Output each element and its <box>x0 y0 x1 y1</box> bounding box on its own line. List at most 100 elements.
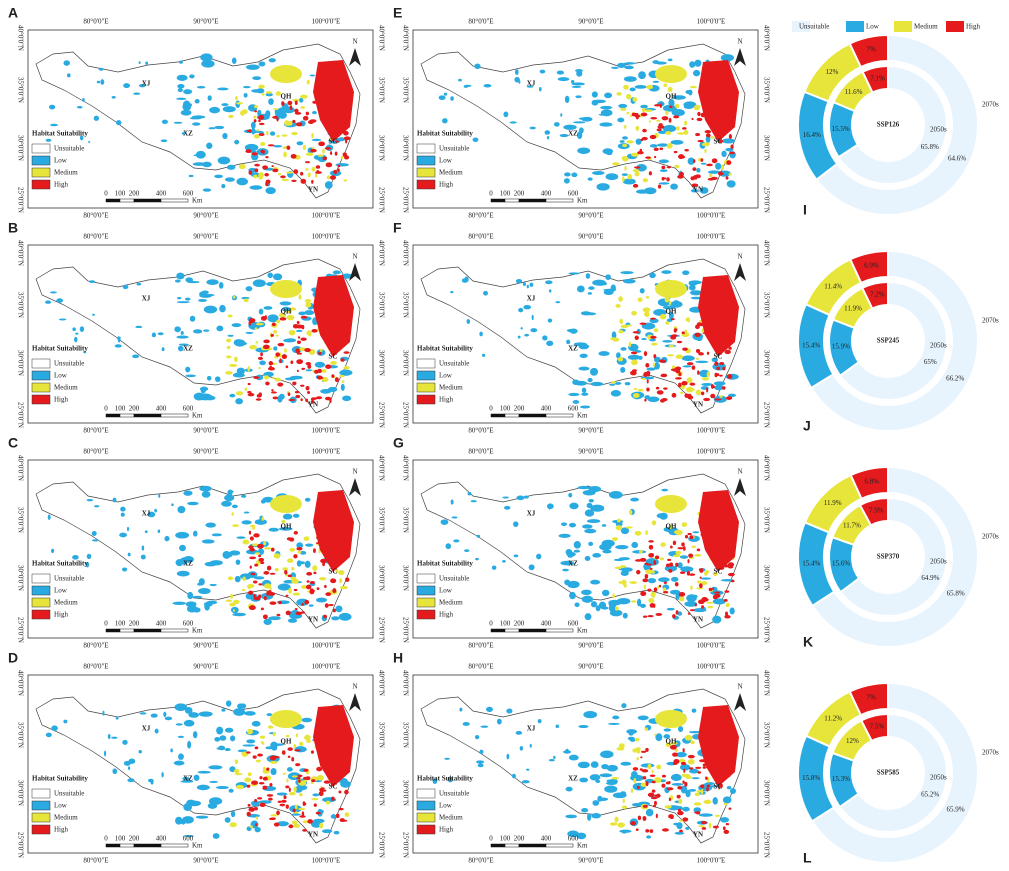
high-patch <box>332 588 337 594</box>
low-patch <box>695 336 703 342</box>
scale-label: 400 <box>541 835 552 843</box>
medium-patch <box>618 329 624 334</box>
high-patch <box>320 787 325 790</box>
low-patch <box>216 325 224 332</box>
high-patch <box>263 571 270 575</box>
low-patch <box>474 63 481 70</box>
medium-patch <box>343 179 348 182</box>
low-patch <box>678 726 684 733</box>
high-patch <box>678 592 686 597</box>
medium-patch <box>308 333 312 337</box>
low-patch <box>83 350 87 354</box>
high-patch <box>639 322 647 325</box>
medium-patch <box>644 727 648 731</box>
medium-patch <box>282 146 288 149</box>
low-patch <box>176 97 187 101</box>
scale-label: 400 <box>156 190 167 198</box>
low-patch <box>611 331 617 340</box>
medium-patch <box>264 547 272 550</box>
north-arrow <box>349 263 361 281</box>
high-patch <box>266 794 274 797</box>
low-patch <box>605 781 617 785</box>
high-patch <box>717 349 720 352</box>
low-patch <box>476 534 481 538</box>
medium-patch <box>619 318 624 325</box>
low-patch <box>695 360 709 364</box>
scale-segment <box>133 843 162 848</box>
medium-patch <box>617 518 621 523</box>
ring-label: 2050s <box>930 342 947 350</box>
high-patch <box>686 570 690 576</box>
scale-label: 600 <box>183 835 194 843</box>
medium-patch <box>614 816 619 823</box>
high-patch <box>324 584 327 589</box>
high-patch <box>714 593 721 598</box>
low-patch <box>171 503 174 507</box>
low-patch <box>298 561 305 565</box>
high-patch <box>307 364 312 369</box>
high-patch <box>678 372 682 377</box>
lon-label: 90°0'0"E <box>578 233 603 241</box>
low-patch <box>74 336 78 343</box>
high-patch <box>729 151 735 155</box>
legend-swatch <box>416 394 436 405</box>
low-patch <box>581 589 592 595</box>
high-patch <box>334 151 338 156</box>
high-patch <box>726 547 730 553</box>
high-patch <box>270 547 275 552</box>
high-patch <box>305 111 309 116</box>
legend-label: Unsuitable <box>54 360 84 368</box>
high-patch <box>695 349 701 354</box>
map-panel: B80°0'0"E80°0'0"E90°0'0"E90°0'0"E100°0'0… <box>8 220 385 435</box>
high-patch <box>714 361 719 366</box>
lon-label: 100°0'0"E <box>697 857 726 865</box>
medium-patch <box>234 772 243 776</box>
low-patch <box>590 504 605 512</box>
high-patch <box>727 562 735 568</box>
high-patch <box>650 335 657 339</box>
high-patch <box>296 359 304 365</box>
high-patch <box>632 183 639 188</box>
high-patch <box>303 768 309 772</box>
scale-segment <box>105 198 121 203</box>
legend-swatch <box>416 573 436 584</box>
low-patch <box>199 293 213 298</box>
low-patch <box>443 92 448 96</box>
low-patch <box>584 555 591 562</box>
legend-label: High <box>439 396 454 404</box>
high-patch <box>684 781 688 787</box>
high-patch <box>305 161 311 164</box>
high-patch <box>247 392 255 397</box>
high-patch <box>298 779 301 783</box>
low-patch <box>662 305 676 310</box>
low-patch <box>686 594 697 602</box>
low-patch <box>193 774 200 781</box>
high-patch <box>696 117 703 122</box>
low-patch <box>221 103 229 107</box>
low-patch <box>577 485 591 490</box>
high-patch <box>642 615 648 618</box>
low-patch <box>587 177 593 181</box>
high-patch <box>245 149 252 154</box>
lat-label: 30°0'0"N <box>16 780 24 806</box>
high-patch <box>296 324 303 329</box>
medium-patch <box>311 166 316 172</box>
low-patch <box>123 760 131 766</box>
high-patch <box>270 391 277 394</box>
lat-label: 40°0'0"N <box>16 25 24 51</box>
low-patch <box>620 271 634 275</box>
high-patch <box>673 115 680 119</box>
low-patch <box>157 529 161 533</box>
value-label: 7% <box>867 45 877 53</box>
scale-segment <box>105 843 121 848</box>
low-patch <box>339 369 353 376</box>
low-patch <box>604 92 613 99</box>
low-patch <box>338 612 352 621</box>
high-patch <box>676 794 681 799</box>
low-patch <box>138 83 146 88</box>
medium-patch <box>254 552 261 555</box>
medium-patch <box>305 152 314 156</box>
high-patch <box>323 780 331 784</box>
high-patch <box>286 145 291 150</box>
ring-label: 2070s <box>982 533 999 541</box>
